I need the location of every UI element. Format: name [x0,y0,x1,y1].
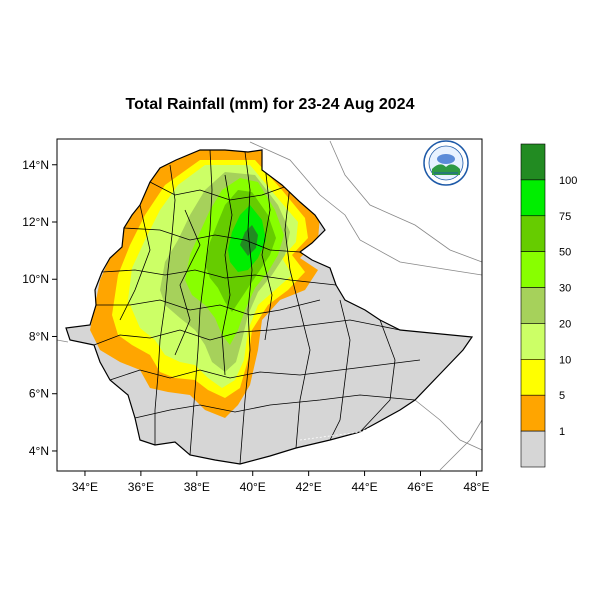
lat-tick-label: 4°N [29,444,49,458]
lat-tick-label: 10°N [22,272,49,286]
lon-tick-label: 36°E [128,480,154,494]
rainfall-zones [90,150,320,418]
colorbar-swatch [520,143,546,181]
lat-tick-label: 14°N [22,158,49,172]
colorbar-swatch [520,215,546,252]
colorbar-swatch [520,251,546,288]
lon-tick-label: 48°E [463,480,489,494]
lon-tick-label: 40°E [240,480,266,494]
map-axes: 34°E 36°E 38°E 40°E 42°E 44°E 46°E 48°E 4°N 6°N 8°… [22,158,489,494]
lon-tick-label: 42°E [296,480,322,494]
colorbar-label: 75 [559,211,571,223]
lat-tick-label: 8°N [29,329,49,343]
colorbar-label: 10 [559,354,571,366]
lon-tick-label: 38°E [184,480,210,494]
lon-tick-label: 46°E [407,480,433,494]
colorbar-label: 50 [559,247,571,259]
colorbar-label: 1 [559,426,565,438]
neighbor-borders [56,140,483,471]
colorbar-label: 5 [559,390,565,402]
colorbar-swatch [520,359,546,396]
lat-tick-label: 12°N [22,215,49,229]
colorbar-label: 20 [559,318,571,330]
lon-tick-label: 34°E [72,480,98,494]
colorbar-swatch [520,287,546,324]
map-frame-outline [56,138,483,472]
colorbar-swatch [520,394,546,432]
map-title: Total Rainfall (mm) for 23-24 Aug 2024 [125,96,415,113]
lat-tick-label: 6°N [29,387,49,401]
colorbar-swatch [520,430,546,468]
colorbar-swatch [520,179,546,217]
colorbar-label: 30 [559,283,571,295]
lon-tick-label: 44°E [351,480,377,494]
admin-borders [93,150,421,464]
dashed-border [299,414,401,441]
ethiopian-meteorology-institute-logo [423,140,469,186]
colorbar-swatch [520,323,546,360]
colorbar-label: 100 [559,175,577,187]
colorbar: 1 5 10 20 30 50 75 100 [520,143,577,468]
